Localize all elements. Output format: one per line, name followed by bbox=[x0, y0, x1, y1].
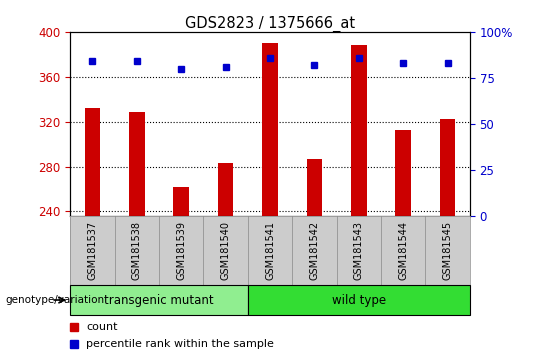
Bar bbox=[173, 187, 189, 216]
Text: GSM181538: GSM181538 bbox=[132, 221, 142, 280]
Text: GSM181537: GSM181537 bbox=[87, 221, 97, 280]
Text: GSM181539: GSM181539 bbox=[176, 221, 186, 280]
Text: GSM181540: GSM181540 bbox=[221, 221, 231, 280]
Bar bbox=[351, 45, 367, 216]
Text: GSM181541: GSM181541 bbox=[265, 221, 275, 280]
Bar bbox=[85, 108, 100, 216]
Text: GDS2823 / 1375666_at: GDS2823 / 1375666_at bbox=[185, 16, 355, 32]
Bar bbox=[218, 163, 233, 216]
Text: GSM181545: GSM181545 bbox=[443, 221, 453, 280]
Text: GSM181542: GSM181542 bbox=[309, 221, 319, 280]
Text: count: count bbox=[86, 322, 118, 332]
Text: genotype/variation: genotype/variation bbox=[5, 295, 105, 305]
Bar bbox=[70, 285, 248, 315]
Bar bbox=[248, 285, 470, 315]
Bar bbox=[307, 159, 322, 216]
Text: GSM181544: GSM181544 bbox=[398, 221, 408, 280]
Bar bbox=[440, 119, 455, 216]
Text: GSM181543: GSM181543 bbox=[354, 221, 364, 280]
Bar bbox=[262, 43, 278, 216]
Bar bbox=[129, 112, 145, 216]
Text: transgenic mutant: transgenic mutant bbox=[104, 293, 214, 307]
Text: wild type: wild type bbox=[332, 293, 386, 307]
Bar bbox=[395, 130, 411, 216]
Text: percentile rank within the sample: percentile rank within the sample bbox=[86, 339, 274, 349]
